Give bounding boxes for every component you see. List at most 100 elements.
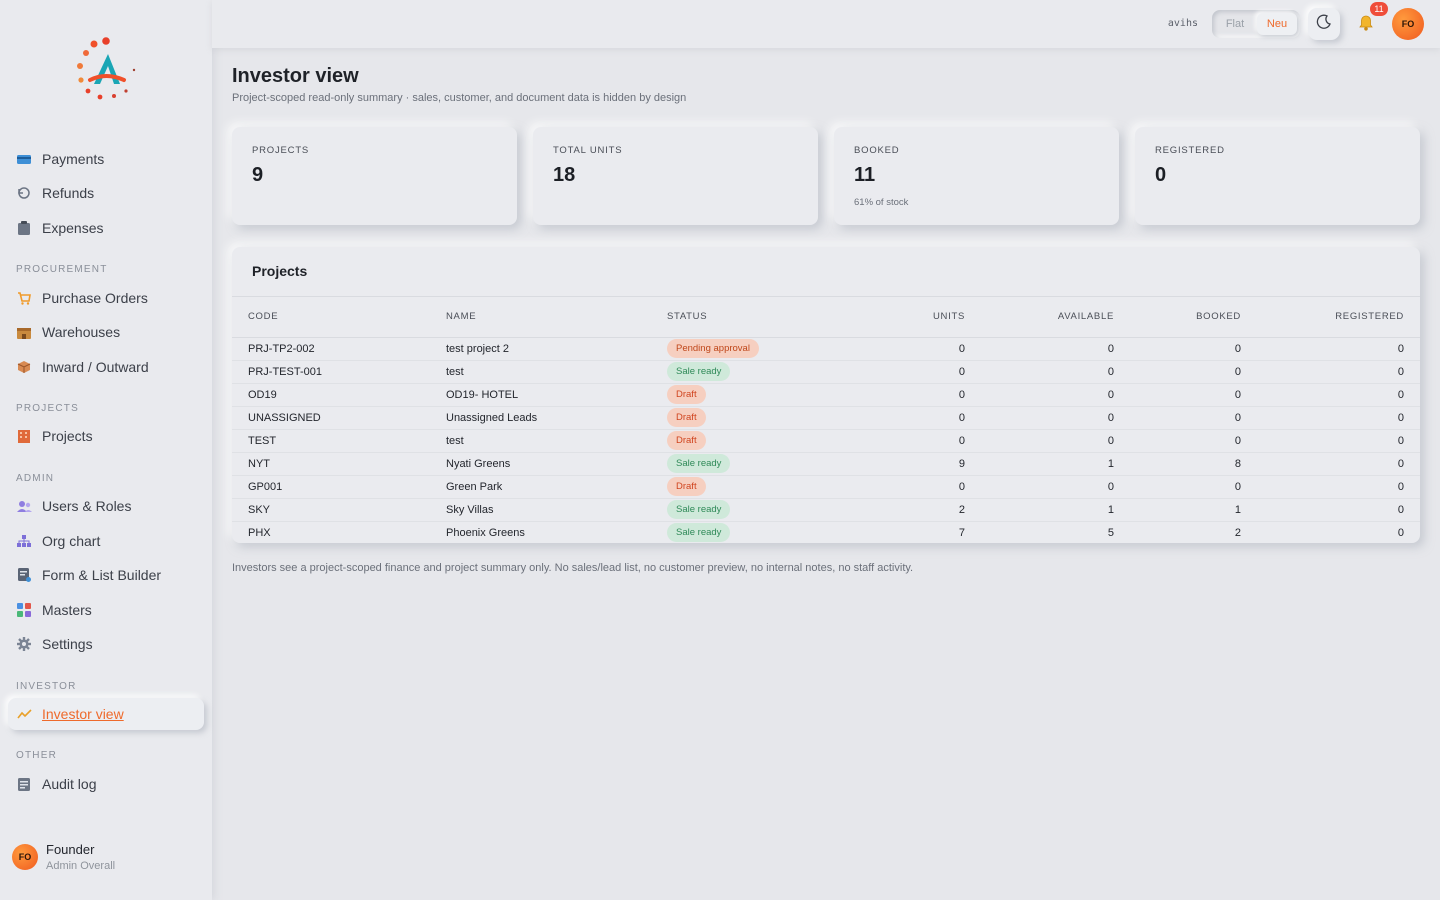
cell-name: Sky Villas [446,498,667,522]
sidebar-item-form-list-builder[interactable]: Form & List Builder [8,559,204,591]
cell-status: Draft [667,475,867,499]
warehouse-icon [16,324,32,340]
stat-value: 18 [553,164,576,186]
cell-units: 0 [867,429,965,453]
avatar[interactable]: FO [12,844,38,870]
notifications-button[interactable] [1350,8,1382,40]
sidebar-item-label: Warehouses [42,324,121,340]
sidebar: Payments Refunds Expenses PROCUREMENT Pu… [0,0,212,900]
cell-units: 0 [867,475,965,499]
column-header-code[interactable]: CODE [232,297,446,338]
cell-status: Sale ready [667,360,867,384]
form-icon [16,567,32,583]
column-header-registered[interactable]: REGISTERED [1241,297,1420,338]
cell-registered: 0 [1241,360,1420,384]
sidebar-item-warehouses[interactable]: Warehouses [8,316,204,348]
sidebar-item-label: Payments [42,151,105,167]
cell-registered: 0 [1241,429,1420,453]
sidebar-item-settings[interactable]: Settings [8,628,204,660]
org-chart-icon [16,533,32,549]
cell-booked: 2 [1234,526,1241,539]
mode-neu-option[interactable]: Neu [1257,13,1297,35]
sidebar-item-label: Masters [42,602,92,618]
table-row[interactable]: TEST test Draft 0 0 0 0 [232,429,1420,453]
status-badge: Draft [667,431,706,450]
projects-table: CODE NAME STATUS UNITS AVAILABLE BOOKED … [232,297,1420,543]
cell-available: 0 [965,406,1114,430]
table-row[interactable]: UNASSIGNED Unassigned Leads Draft 0 0 0 0 [232,406,1420,430]
sidebar-item-investor-view[interactable]: Investor view [8,698,204,730]
bell-icon [1356,12,1376,37]
log-icon [16,776,32,792]
sidebar-item-projects[interactable]: Projects [8,420,204,452]
stat-note: 61% of stock [854,197,909,208]
box-icon [16,359,32,375]
cell-code: PRJ-TP2-002 [232,337,446,361]
sidebar-item-label: Form & List Builder [42,567,162,583]
table-row[interactable]: PRJ-TP2-002 test project 2 Pending approva… [232,337,1420,361]
theme-toggle-button[interactable] [1308,8,1340,40]
cell-available: 0 [965,475,1114,499]
column-header-units[interactable]: UNITS [867,297,965,338]
cell-registered: 0 [1397,526,1404,539]
cell-registered: 0 [1241,383,1420,407]
table-row[interactable]: PRJ-TEST-001 test Sale ready 0 0 0 0 [232,360,1420,384]
sidebar-item-label: Settings [42,636,93,652]
refund-icon [16,185,32,201]
stat-label: PROJECTS [252,145,310,156]
cell-status: Draft [667,429,867,453]
cell-name: test project 2 [446,337,667,361]
column-header-status[interactable]: STATUS [667,297,867,338]
status-badge: Sale ready [667,454,731,473]
cell-code: PRJ-TEST-001 [232,360,446,384]
table-row[interactable]: NYT Nyati Greens Sale ready 9 1 8 0 [232,452,1420,476]
cell-code: TEST [232,429,446,453]
stat-card-total-units: TOTAL UNITS 18 [533,127,818,225]
brand-logo-icon[interactable] [72,36,142,102]
section-label-admin: ADMIN [16,473,55,484]
table-row[interactable]: SKY Sky Villas Sale ready 2 1 1 0 [232,498,1420,522]
sidebar-item-users-roles[interactable]: Users & Roles [8,490,204,522]
table-row[interactable]: PHX Phoenix Greens Sale ready 7 5 2 0 [232,521,1420,543]
table-row[interactable]: OD19 OD19- HOTEL Draft 0 0 0 0 [232,383,1420,407]
stat-card-booked: BOOKED 11 61% of stock [834,127,1119,225]
sidebar-item-org-chart[interactable]: Org chart [8,525,204,557]
status-badge: Draft [667,385,706,404]
table-row[interactable]: GP001 Green Park Draft 0 0 0 0 [232,475,1420,499]
sidebar-item-audit-log[interactable]: Audit log [8,768,204,800]
username-label: avihs [1167,18,1198,29]
cell-available: 0 [965,383,1114,407]
cell-booked: 0 [1114,383,1241,407]
cell-code: UNASSIGNED [232,406,446,430]
sidebar-item-expenses[interactable]: Expenses [8,212,204,244]
cell-name: Nyati Greens [446,452,667,476]
avatar[interactable]: FO [1392,8,1424,40]
column-header-name[interactable]: NAME [446,297,667,338]
sidebar-user[interactable]: FO Founder Admin Overall [12,842,115,872]
cell-registered: 0 [1241,452,1420,476]
style-mode-toggle[interactable]: Flat Neu [1212,10,1300,38]
cell-status: Sale ready [667,452,867,476]
cell-code: PHX [248,526,271,539]
building-icon [16,428,32,444]
cell-name: test [446,360,667,384]
sidebar-item-masters[interactable]: Masters [8,594,204,626]
page-title: Investor view [232,65,359,87]
status-badge: Draft [667,408,706,427]
sidebar-item-label: Investor view [42,706,124,722]
sidebar-item-inward-outward[interactable]: Inward / Outward [8,351,204,383]
sidebar-item-purchase-orders[interactable]: Purchase Orders [8,282,204,314]
sidebar-item-payments[interactable]: Payments [8,143,204,175]
column-header-available[interactable]: AVAILABLE [965,297,1114,338]
cell-registered: 0 [1241,337,1420,361]
cell-status: Pending approval [667,337,867,361]
cell-units: 0 [867,406,965,430]
section-label-other: OTHER [16,750,57,761]
mode-flat-option[interactable]: Flat [1225,18,1245,30]
cell-units: 2 [867,498,965,522]
users-icon [16,498,32,514]
column-header-booked[interactable]: BOOKED [1114,297,1241,338]
sidebar-item-label: Expenses [42,220,104,236]
cell-registered: 0 [1241,475,1420,499]
sidebar-item-refunds[interactable]: Refunds [8,177,204,209]
